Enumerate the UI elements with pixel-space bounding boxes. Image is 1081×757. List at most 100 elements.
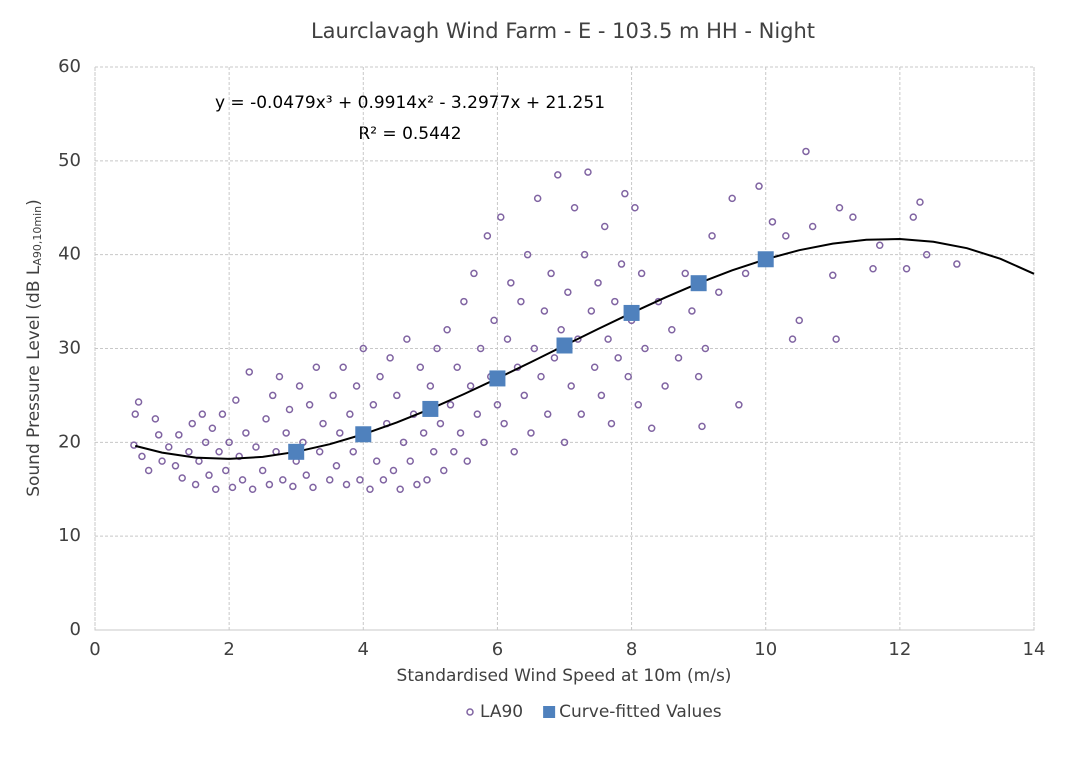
scatter-point [463, 457, 471, 465]
scatter-point [319, 419, 327, 428]
scatter-point [446, 401, 455, 409]
scatter-point [191, 480, 200, 489]
scatter-point [587, 307, 596, 315]
scatter-point [450, 447, 458, 456]
scatter-point [366, 485, 374, 493]
scatter-point [359, 344, 368, 353]
scatter-point [289, 482, 297, 491]
y-tick-label: 30 [58, 338, 81, 359]
scatter-point [312, 363, 321, 372]
scatter-point [473, 410, 482, 418]
scatter-point [490, 316, 498, 325]
scatter-point [523, 250, 532, 259]
scatter-point [517, 297, 525, 306]
scatter-point [916, 198, 924, 206]
scatter-point [433, 344, 441, 353]
scatter-point [238, 476, 247, 484]
x-tick-label: 8 [626, 639, 637, 660]
scatter-point [326, 476, 334, 484]
scatter-point [178, 474, 186, 482]
scatter-point [242, 429, 250, 437]
scatter-point [875, 241, 884, 250]
scatter-point [808, 222, 817, 231]
scatter-point [218, 410, 227, 418]
legend-marker [466, 708, 474, 716]
curve-fit-point [623, 304, 640, 321]
scatter-point [641, 344, 649, 353]
y-tick-label: 40 [58, 244, 81, 265]
scatter-point [570, 204, 579, 212]
scatter-point [349, 447, 357, 456]
scatter-point [268, 391, 277, 400]
scatter-point [741, 269, 750, 278]
scatter-point [795, 316, 803, 325]
scatter-point [614, 354, 622, 362]
scatter-point [456, 429, 465, 437]
scatter-point [393, 391, 401, 400]
scatter-point [134, 398, 143, 406]
scatter-point [262, 415, 270, 423]
scatter-point [604, 335, 612, 343]
scatter-point [436, 419, 445, 428]
scatter-point [503, 335, 512, 343]
scatter-point [165, 443, 173, 451]
scatter-point [315, 447, 324, 456]
x-tick-label: 12 [888, 639, 911, 660]
scatter-point [507, 279, 515, 287]
scatter-point [346, 410, 354, 418]
scatter-point [342, 480, 351, 489]
scatter-point [574, 335, 582, 343]
scatter-point [399, 438, 408, 447]
scatter-point [416, 363, 425, 372]
scatter-point [228, 483, 237, 492]
scatter-point [396, 485, 404, 493]
scatter-point [453, 363, 461, 372]
scatter-point [282, 429, 290, 437]
scatter-point [694, 372, 703, 381]
curve-fit-point [489, 370, 506, 387]
trendline [134, 237, 1035, 460]
x-axis-label: Standardised Wind Speed at 10m (m/s) [397, 666, 732, 686]
scatter-point [205, 471, 213, 479]
scatter-point [426, 382, 435, 390]
scatter-point [782, 232, 790, 240]
scatter-point [225, 438, 233, 447]
scatter-point [567, 382, 575, 390]
x-tick-label: 6 [492, 639, 503, 660]
scatter-point [674, 354, 683, 362]
scatter-point [577, 410, 586, 418]
scatter-point [332, 462, 341, 470]
scatter-point [537, 372, 545, 381]
scatter-point [909, 213, 918, 221]
scatter-point [235, 452, 243, 461]
series [288, 251, 774, 460]
scatter-point [302, 471, 311, 479]
scatter-point [376, 372, 384, 381]
scatter-point [295, 382, 304, 390]
scatter-point [735, 401, 743, 409]
scatter-point [617, 260, 626, 268]
scatter-point [624, 372, 632, 381]
scatter-point [510, 447, 518, 456]
scatter-point [389, 466, 398, 475]
scatter-point [802, 147, 810, 156]
scatter-point [470, 269, 478, 278]
scatter-point [611, 297, 619, 306]
scatter-point [668, 325, 676, 334]
scatter-point [634, 401, 643, 409]
curve-fit-point [757, 251, 774, 268]
scatter-point [590, 363, 599, 372]
x-tick-label: 10 [754, 639, 777, 660]
scatter-point [171, 462, 180, 470]
scatter-point [222, 466, 230, 475]
scatter-point [520, 391, 529, 400]
scatter-point [413, 480, 421, 489]
scatter-point [138, 452, 146, 461]
scatter-point [336, 429, 344, 437]
scatter-point [429, 447, 438, 456]
trend-equation: y = -0.0479x³ + 0.9914x² - 3.2977x + 21.… [215, 93, 605, 113]
scatter-point [715, 288, 723, 296]
scatter-point [540, 307, 549, 315]
scatter-point [755, 182, 763, 190]
